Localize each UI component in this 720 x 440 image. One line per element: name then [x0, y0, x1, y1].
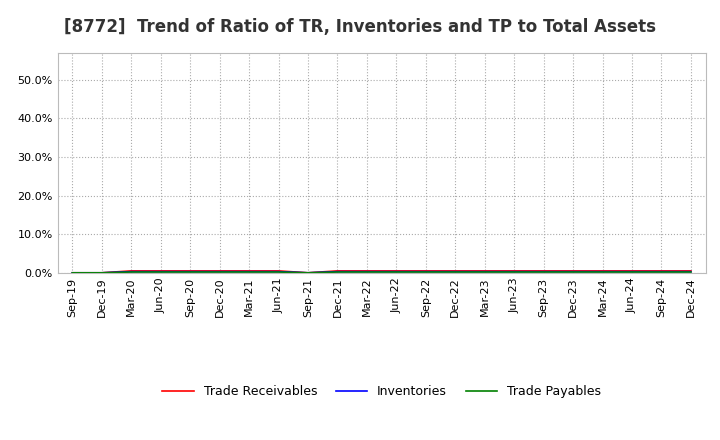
Inventories: [510, 269, 518, 274]
Trade Receivables: [539, 268, 548, 274]
Inventories: [687, 269, 696, 274]
Trade Receivables: [628, 268, 636, 274]
Trade Payables: [186, 269, 194, 275]
Trade Receivables: [363, 268, 372, 274]
Inventories: [304, 270, 312, 275]
Inventories: [363, 269, 372, 274]
Inventories: [598, 269, 607, 274]
Inventories: [451, 269, 459, 274]
Trade Payables: [68, 270, 76, 275]
Inventories: [569, 269, 577, 274]
Trade Receivables: [392, 268, 400, 274]
Inventories: [215, 269, 224, 274]
Trade Payables: [657, 269, 666, 275]
Trade Receivables: [97, 270, 106, 275]
Inventories: [156, 269, 165, 274]
Inventories: [274, 269, 283, 274]
Line: Trade Receivables: Trade Receivables: [72, 271, 691, 273]
Trade Payables: [333, 269, 342, 275]
Trade Payables: [569, 269, 577, 275]
Inventories: [480, 269, 489, 274]
Inventories: [392, 269, 400, 274]
Inventories: [539, 269, 548, 274]
Trade Receivables: [215, 268, 224, 274]
Trade Receivables: [127, 268, 135, 274]
Trade Receivables: [480, 268, 489, 274]
Line: Trade Payables: Trade Payables: [72, 272, 691, 273]
Inventories: [333, 269, 342, 274]
Trade Receivables: [687, 268, 696, 274]
Trade Receivables: [451, 268, 459, 274]
Inventories: [628, 269, 636, 274]
Trade Payables: [245, 269, 253, 275]
Trade Payables: [304, 270, 312, 275]
Trade Receivables: [68, 270, 76, 275]
Trade Receivables: [304, 270, 312, 275]
Trade Receivables: [421, 268, 430, 274]
Trade Payables: [421, 269, 430, 275]
Trade Receivables: [510, 268, 518, 274]
Trade Receivables: [274, 268, 283, 274]
Trade Payables: [215, 269, 224, 275]
Trade Receivables: [333, 268, 342, 274]
Trade Receivables: [657, 268, 666, 274]
Inventories: [421, 269, 430, 274]
Trade Payables: [97, 270, 106, 275]
Trade Payables: [687, 269, 696, 275]
Trade Receivables: [569, 268, 577, 274]
Trade Payables: [156, 269, 165, 275]
Legend: Trade Receivables, Inventories, Trade Payables: Trade Receivables, Inventories, Trade Pa…: [157, 380, 606, 403]
Trade Payables: [127, 269, 135, 275]
Trade Payables: [363, 269, 372, 275]
Line: Inventories: Inventories: [72, 271, 691, 273]
Trade Receivables: [245, 268, 253, 274]
Text: [8772]  Trend of Ratio of TR, Inventories and TP to Total Assets: [8772] Trend of Ratio of TR, Inventories…: [64, 18, 656, 36]
Trade Receivables: [598, 268, 607, 274]
Trade Payables: [451, 269, 459, 275]
Trade Payables: [510, 269, 518, 275]
Inventories: [127, 269, 135, 274]
Inventories: [657, 269, 666, 274]
Trade Payables: [628, 269, 636, 275]
Trade Payables: [392, 269, 400, 275]
Trade Payables: [539, 269, 548, 275]
Trade Payables: [598, 269, 607, 275]
Trade Receivables: [156, 268, 165, 274]
Trade Receivables: [186, 268, 194, 274]
Trade Payables: [274, 269, 283, 275]
Trade Payables: [480, 269, 489, 275]
Inventories: [68, 270, 76, 275]
Inventories: [245, 269, 253, 274]
Inventories: [186, 269, 194, 274]
Inventories: [97, 270, 106, 275]
